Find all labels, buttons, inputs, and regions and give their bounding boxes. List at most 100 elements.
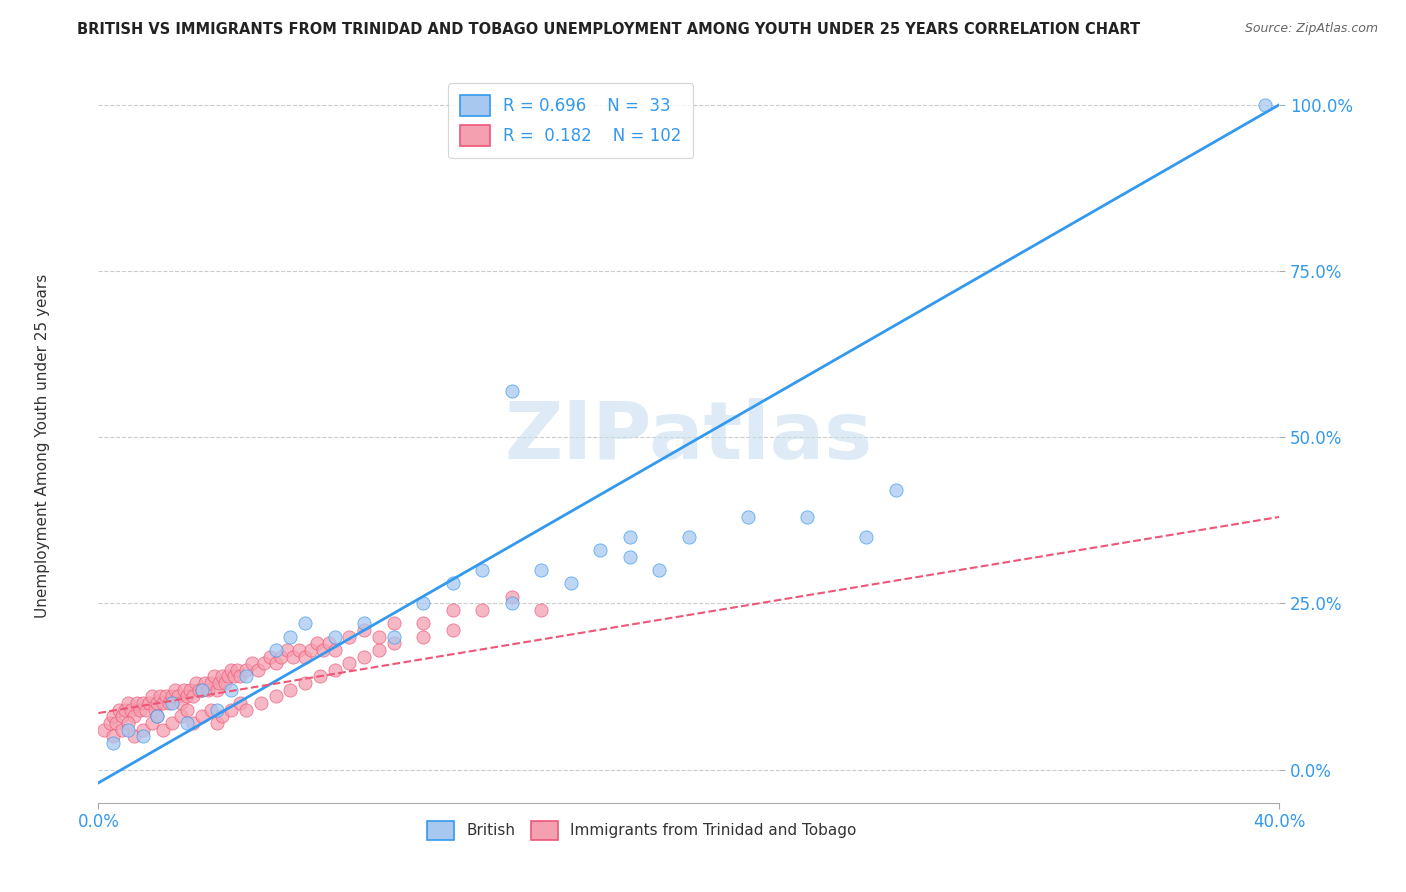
Point xyxy=(111,723,134,737)
Point xyxy=(141,690,163,704)
Point xyxy=(619,549,641,564)
Point xyxy=(176,690,198,704)
Point xyxy=(120,703,142,717)
Point xyxy=(309,669,332,683)
Point xyxy=(240,656,263,670)
Point xyxy=(205,716,228,731)
Point xyxy=(412,630,434,644)
Point xyxy=(501,596,523,610)
Point xyxy=(217,669,239,683)
Point xyxy=(162,716,183,731)
Point xyxy=(229,669,252,683)
Text: ZIPatlas: ZIPatlas xyxy=(505,398,873,476)
Point xyxy=(221,682,243,697)
Point xyxy=(128,703,150,717)
Point xyxy=(619,530,641,544)
Point xyxy=(501,590,523,604)
Point xyxy=(226,663,249,677)
Point xyxy=(181,690,204,704)
Point xyxy=(132,723,155,737)
Point xyxy=(197,682,219,697)
Point xyxy=(117,723,139,737)
Point xyxy=(283,649,305,664)
Point xyxy=(221,703,243,717)
Point xyxy=(170,709,193,723)
Point xyxy=(114,703,136,717)
Point xyxy=(200,703,222,717)
Point xyxy=(200,676,222,690)
Point xyxy=(294,616,316,631)
Point xyxy=(132,696,155,710)
Point xyxy=(181,716,204,731)
Point xyxy=(211,709,233,723)
Point xyxy=(173,682,195,697)
Point xyxy=(294,649,316,664)
Point xyxy=(678,530,700,544)
Point xyxy=(294,676,316,690)
Point xyxy=(264,656,287,670)
Point xyxy=(205,703,228,717)
Point xyxy=(152,723,174,737)
Point xyxy=(884,483,907,498)
Point xyxy=(796,509,818,524)
Point xyxy=(471,603,494,617)
Point xyxy=(276,643,298,657)
Point xyxy=(117,696,139,710)
Point xyxy=(353,649,375,664)
Point xyxy=(191,709,214,723)
Text: BRITISH VS IMMIGRANTS FROM TRINIDAD AND TOBAGO UNEMPLOYMENT AMONG YOUTH UNDER 25: BRITISH VS IMMIGRANTS FROM TRINIDAD AND … xyxy=(77,22,1140,37)
Point xyxy=(368,630,391,644)
Point xyxy=(191,682,214,697)
Point xyxy=(253,656,276,670)
Legend: British, Immigrants from Trinidad and Tobago: British, Immigrants from Trinidad and To… xyxy=(420,814,863,847)
Point xyxy=(235,663,257,677)
Point xyxy=(229,696,252,710)
Point xyxy=(176,703,198,717)
Point xyxy=(187,682,209,697)
Text: Source: ZipAtlas.com: Source: ZipAtlas.com xyxy=(1244,22,1378,36)
Point xyxy=(353,623,375,637)
Point xyxy=(179,682,201,697)
Point xyxy=(353,616,375,631)
Point xyxy=(141,716,163,731)
Point xyxy=(264,690,287,704)
Point xyxy=(368,643,391,657)
Point xyxy=(250,696,273,710)
Point xyxy=(737,509,759,524)
Point xyxy=(108,703,131,717)
Point xyxy=(305,636,328,650)
Point xyxy=(530,563,553,577)
Point xyxy=(264,643,287,657)
Point xyxy=(589,543,612,558)
Point xyxy=(205,682,228,697)
Point xyxy=(270,649,292,664)
Point xyxy=(170,696,193,710)
Point xyxy=(103,709,125,723)
Point xyxy=(246,663,269,677)
Point xyxy=(280,682,302,697)
Point xyxy=(165,682,187,697)
Point xyxy=(224,669,246,683)
Point xyxy=(530,603,553,617)
Point xyxy=(191,682,214,697)
Point xyxy=(194,676,217,690)
Point xyxy=(211,669,233,683)
Point xyxy=(132,729,155,743)
Point xyxy=(323,663,346,677)
Point xyxy=(184,676,207,690)
Point xyxy=(280,630,302,644)
Point xyxy=(162,696,183,710)
Point xyxy=(855,530,877,544)
Point xyxy=(441,603,464,617)
Point xyxy=(259,649,281,664)
Point xyxy=(103,729,125,743)
Point xyxy=(208,676,231,690)
Point xyxy=(382,630,405,644)
Point xyxy=(122,729,145,743)
Point xyxy=(323,630,346,644)
Point xyxy=(214,676,236,690)
Point xyxy=(146,709,169,723)
Point xyxy=(299,643,322,657)
Point xyxy=(135,703,157,717)
Point xyxy=(312,643,335,657)
